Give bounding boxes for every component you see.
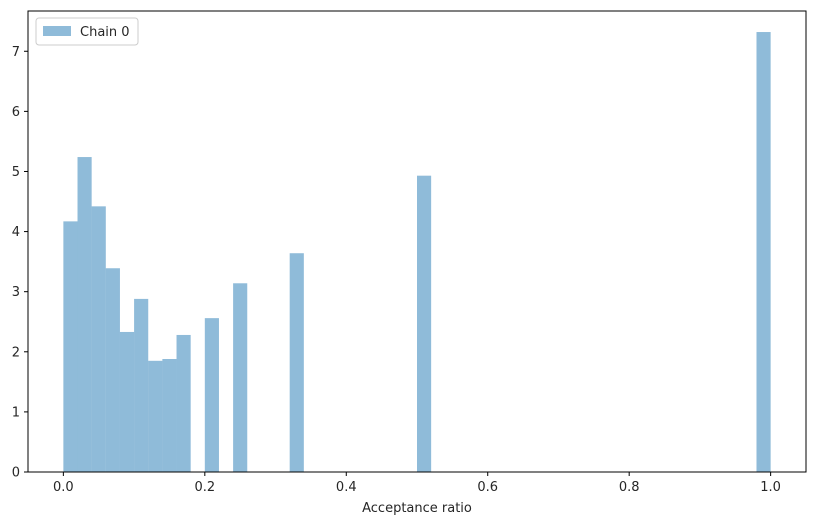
legend-box (35, 17, 139, 46)
y-tick-label: 4 (12, 225, 20, 240)
y-tick-label: 3 (12, 285, 20, 300)
y-tick-label: 6 (12, 105, 20, 120)
histogram-bar (91, 206, 106, 472)
histogram-bar (289, 253, 304, 472)
histogram-bar (176, 334, 191, 472)
x-axis-label: Acceptance ratio (362, 501, 472, 516)
histogram-bar (63, 221, 78, 472)
x-tick-label: 0.0 (53, 480, 74, 495)
y-tick-label: 5 (12, 165, 20, 180)
y-tick-label: 2 (12, 345, 20, 360)
x-tick-label: 1.0 (760, 480, 781, 495)
y-axis-ticks: 0 1 2 3 4 5 6 7 (12, 45, 28, 481)
legend-swatch (43, 26, 71, 36)
x-tick-label: 0.2 (194, 480, 215, 495)
histogram-bar (119, 331, 135, 472)
x-tick-label: 0.4 (336, 480, 357, 495)
legend: Chain 0 (35, 17, 139, 46)
histogram-bar (233, 283, 248, 472)
histogram-bar (756, 32, 771, 473)
histogram-bar (417, 175, 432, 472)
histogram-bar (77, 157, 92, 472)
legend-entry-chain-0: Chain 0 (80, 25, 130, 40)
plot-frame (27, 10, 807, 473)
histogram-bars (63, 32, 771, 473)
histogram-bar (162, 359, 177, 472)
histogram-bar (105, 268, 120, 472)
y-tick-label: 1 (12, 405, 20, 420)
histogram-bar (204, 318, 219, 472)
y-tick-label: 7 (12, 45, 20, 60)
x-tick-label: 0.6 (477, 480, 498, 495)
histogram-bar (148, 360, 163, 472)
x-axis-ticks: 0.0 0.2 0.4 0.6 0.8 1.0 (53, 472, 781, 495)
x-tick-label: 0.8 (619, 480, 640, 495)
histogram-bar (134, 298, 149, 472)
y-tick-label: 0 (12, 466, 20, 481)
